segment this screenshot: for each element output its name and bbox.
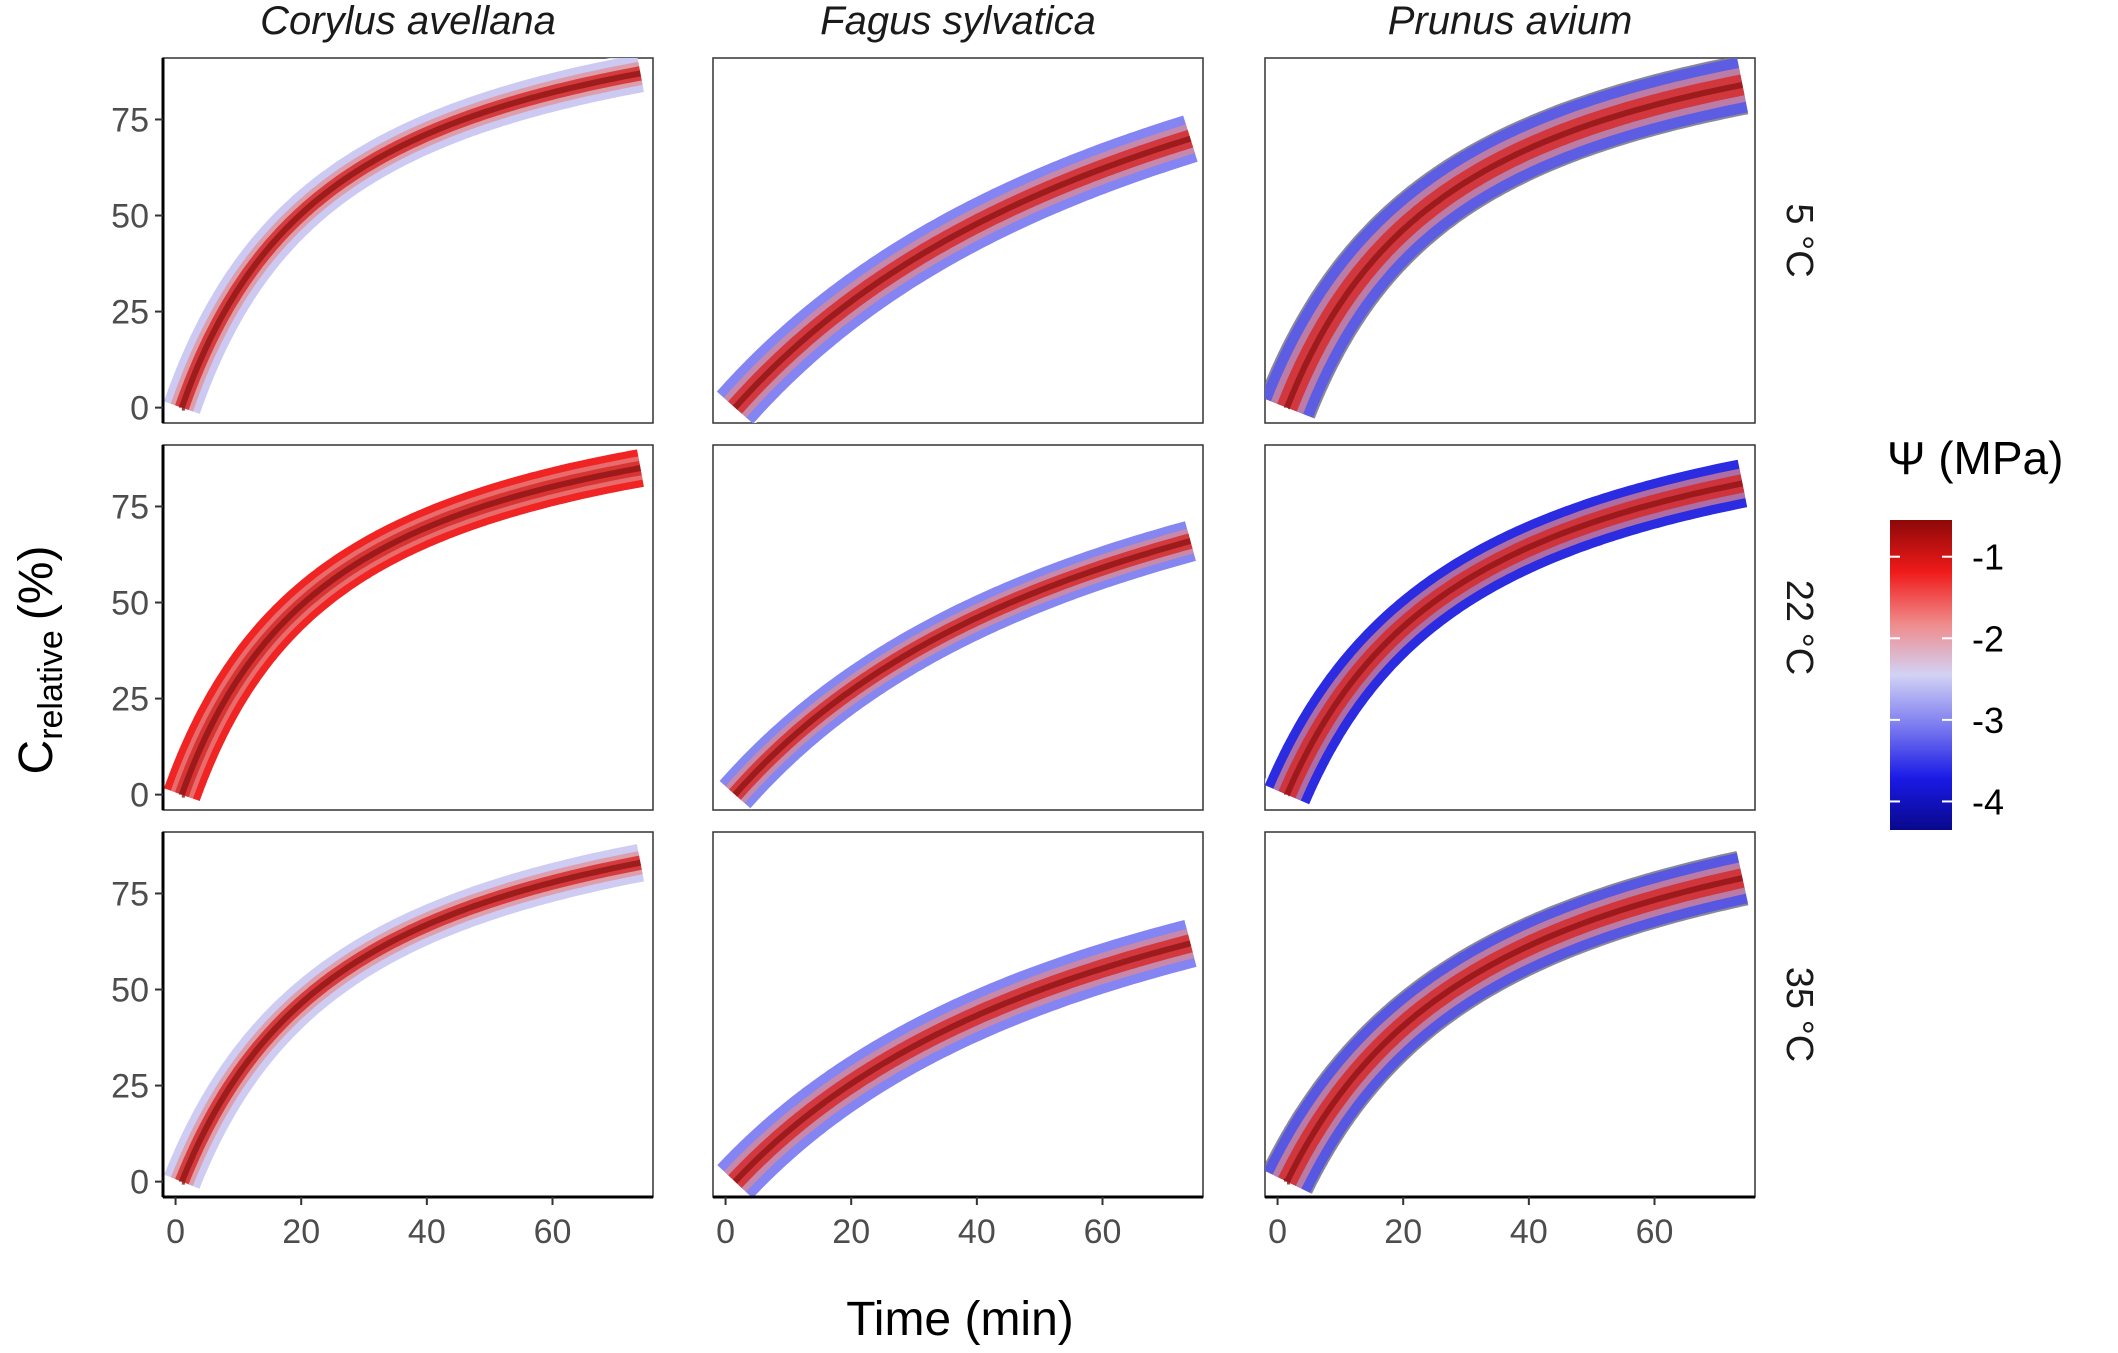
- y-tick-label: 25: [111, 294, 149, 332]
- series-group: [1265, 457, 1748, 805]
- facet-column-label: Fagus sylvatica: [820, 0, 1096, 43]
- series-line: [178, 70, 641, 411]
- x-tick-label: 40: [1510, 1213, 1548, 1251]
- facet-column-label: Prunus avium: [1388, 0, 1633, 43]
- series-band-outer: [719, 521, 1196, 809]
- series-line: [1284, 81, 1743, 410]
- x-tick-label: 60: [1636, 1213, 1674, 1251]
- x-tick-label: 0: [1268, 1213, 1287, 1251]
- series-band-inner: [175, 66, 642, 411]
- y-tick-label: 0: [130, 390, 149, 428]
- y-axis-title-main: C: [10, 740, 63, 775]
- panel-0-0: 0 25 50 75: [111, 57, 654, 428]
- series-group: [715, 918, 1197, 1197]
- y-tick-label: 75: [111, 488, 149, 526]
- legend-tick-label: -4: [1972, 781, 2004, 822]
- x-tick-label: 20: [1384, 1213, 1422, 1251]
- panel-2-2: 0 20 40 60: [1264, 831, 1756, 1251]
- series-group: [718, 519, 1197, 810]
- series-band-mid: [170, 456, 643, 799]
- x-tick-label: 20: [282, 1213, 320, 1251]
- series-line: [178, 465, 641, 798]
- y-tick-label: 0: [130, 1164, 149, 1202]
- series-line: [732, 538, 1192, 797]
- panel-0-2: [1264, 57, 1756, 424]
- series-group: [163, 842, 645, 1190]
- panel-frame: [162, 57, 654, 424]
- panel-frame: [1264, 444, 1756, 811]
- facet-row-label: 35 °C: [1778, 967, 1820, 1062]
- series-group: [1265, 58, 1749, 419]
- panel-2-0: 0 25 50 75 0 20 40 60: [111, 831, 654, 1251]
- panel-1-2: [1264, 444, 1756, 811]
- series-band-inner: [175, 461, 642, 798]
- y-tick-label: 75: [111, 875, 149, 913]
- series-band-edge: [1265, 851, 1749, 1194]
- x-tick-label: 40: [958, 1213, 996, 1251]
- series-group: [163, 58, 645, 415]
- panel-1-0: 0 25 50 75: [111, 444, 654, 815]
- panel-0-1: [712, 57, 1204, 424]
- legend: Ψ (MPa) -1 -2 -3 -4: [1887, 432, 2063, 830]
- legend-tick-label: -1: [1972, 537, 2004, 578]
- panel-frame: [162, 444, 654, 811]
- y-tick-label: 0: [130, 777, 149, 815]
- y-tick-label: 50: [111, 972, 149, 1010]
- y-axis-title-unit: (%): [10, 546, 63, 621]
- y-tick-label: 25: [111, 681, 149, 719]
- series-group: [1265, 851, 1749, 1194]
- x-tick-label: 60: [534, 1213, 572, 1251]
- series-group: [163, 447, 645, 802]
- y-axis-title-sub: relative: [32, 630, 70, 740]
- series-band-inner: [728, 934, 1193, 1188]
- series-group: [715, 113, 1199, 423]
- series-band-inner: [729, 533, 1193, 800]
- panel-2-1: 0 20 40 60: [712, 831, 1204, 1251]
- series-line: [732, 940, 1192, 1184]
- panels-layer: 0 25 50 75 0 25 50 75 0 25 50 75 0 20 40 60 0 20 40 60 0 20 40…: [111, 57, 1756, 1251]
- x-tick-label: 0: [716, 1213, 735, 1251]
- series-line: [1284, 480, 1743, 797]
- series-band-mid: [170, 61, 643, 412]
- legend-tick-label: -3: [1972, 700, 2004, 741]
- y-tick-label: 75: [111, 101, 149, 139]
- x-axis-title: Time (min): [846, 1293, 1074, 1346]
- y-tick-label: 50: [111, 198, 149, 236]
- x-tick-label: 0: [166, 1213, 185, 1251]
- y-axis-title: Crelative (%): [10, 546, 70, 775]
- series-line: [1284, 875, 1744, 1185]
- facet-row-label: 22 °C: [1778, 580, 1820, 675]
- x-tick-label: 20: [832, 1213, 870, 1251]
- panel-1-1: [712, 444, 1204, 811]
- legend-tick-label: -2: [1972, 618, 2004, 659]
- y-tick-label: 50: [111, 585, 149, 623]
- facet-column-label: Corylus avellana: [260, 0, 556, 43]
- legend-colorbar: [1890, 520, 1952, 830]
- labels-layer: Time (min) Crelative (%) Corylus avellana…: [10, 0, 1820, 1346]
- y-tick-label: 25: [111, 1068, 149, 1106]
- legend-title: Ψ (MPa): [1887, 432, 2063, 484]
- x-tick-label: 40: [408, 1213, 446, 1251]
- series-line: [178, 859, 641, 1185]
- x-tick-label: 60: [1084, 1213, 1122, 1251]
- series-band-inner: [728, 129, 1194, 414]
- series-line: [732, 135, 1192, 410]
- facet-row-label: 5 °C: [1778, 203, 1820, 277]
